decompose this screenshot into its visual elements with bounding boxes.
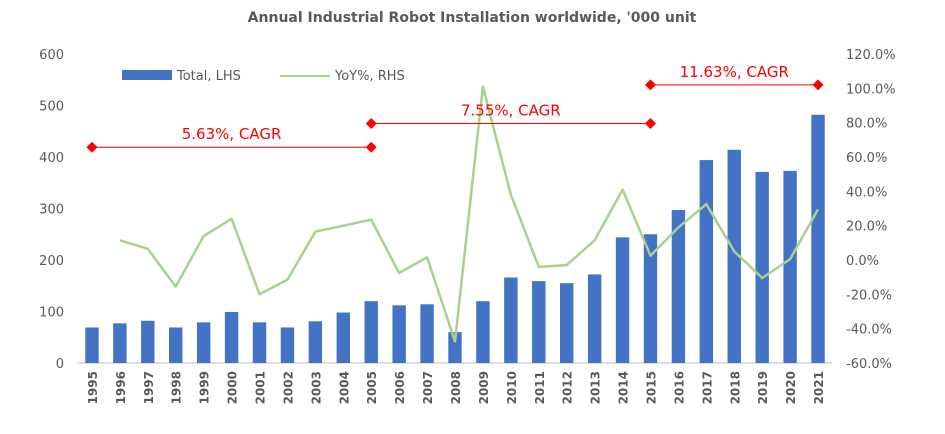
y-left-tick-label: 200 (39, 254, 64, 269)
x-tick-label: 2018 (728, 371, 742, 404)
bar (560, 283, 574, 363)
x-tick-label: 1998 (170, 371, 184, 404)
y-right-tick-label: 100.0% (846, 82, 896, 97)
annotations-group: 5.63%, CAGR 7.55%, CAGR 11.63%, CAGR (86, 63, 824, 153)
bar (643, 234, 658, 363)
y-left-tick-label: 600 (39, 48, 64, 63)
cagr-marker (86, 141, 98, 153)
yoy-line (119, 85, 820, 343)
bar (336, 312, 350, 363)
x-tick-label: 2015 (644, 371, 658, 404)
legend-swatch-bar (122, 70, 172, 80)
x-tick-label: 1995 (86, 371, 100, 404)
bar (141, 320, 155, 363)
x-tick-label: 1999 (198, 371, 212, 404)
axes-group: 0 100 200 300 400 500 600 -60.0% -40.0% -20.0% 0.0… (39, 48, 895, 404)
bar (169, 327, 183, 363)
x-tick-label: 1997 (142, 371, 156, 404)
x-tick-label: 2017 (700, 371, 714, 404)
y-right-tick-label: 80.0% (846, 117, 887, 132)
x-tick-label: 2014 (617, 371, 631, 404)
y-right-tick-label: 20.0% (846, 220, 887, 235)
x-tick-label: 2006 (393, 371, 407, 404)
bar (420, 304, 434, 363)
bar (727, 149, 741, 363)
bar (476, 301, 490, 363)
bar (448, 332, 462, 363)
bar (308, 321, 323, 363)
bar (252, 322, 267, 363)
cagr-label: 11.63%, CAGR (680, 63, 789, 81)
legend: Total, LHS YoY%, RHS (122, 69, 405, 84)
x-tick-label: 2008 (449, 371, 463, 404)
line-group (119, 85, 820, 343)
bar (224, 312, 239, 363)
cagr-marker (644, 79, 656, 91)
bar (587, 274, 602, 363)
x-tick-label: 2016 (672, 371, 686, 404)
bar (504, 277, 518, 363)
cagr-marker (644, 118, 656, 130)
x-tick-label: 2019 (756, 371, 770, 404)
y-left-tick-label: 0 (56, 357, 64, 372)
bar (811, 114, 825, 364)
cagr-label: 7.55%, CAGR (461, 102, 561, 120)
cagr-label: 5.63%, CAGR (182, 125, 282, 143)
y-right-tick-label: 40.0% (846, 185, 887, 200)
bar (755, 171, 769, 363)
y-left-tick-label: 500 (39, 100, 64, 115)
y-right-tick-label: -40.0% (846, 323, 892, 338)
chart-title: Annual Industrial Robot Installation wor… (248, 10, 697, 26)
y-right-tick-label: 60.0% (846, 151, 887, 166)
x-tick-label: 2001 (254, 371, 268, 404)
y-left-tick-label: 300 (39, 203, 64, 218)
cagr-marker (365, 141, 377, 153)
x-tick-label: 2013 (589, 371, 603, 404)
bar (280, 327, 295, 363)
cagr-marker (365, 118, 377, 130)
x-tick-label: 2000 (226, 371, 240, 404)
y-right-tick-label: 0.0% (846, 254, 879, 269)
bar (364, 301, 378, 363)
bar (392, 305, 406, 363)
cagr-marker (812, 79, 824, 91)
x-tick-label: 2003 (309, 371, 323, 404)
x-tick-label: 2002 (281, 371, 295, 404)
y-right-tick-label: -60.0% (846, 357, 892, 372)
x-tick-label: 2004 (337, 371, 351, 404)
x-tick-label: 2007 (421, 371, 435, 404)
bar (783, 170, 797, 363)
bar (85, 327, 99, 363)
x-tick-label: 2011 (533, 371, 547, 404)
y-right-tick-label: 120.0% (846, 48, 896, 63)
bar (615, 237, 630, 363)
x-tick-label: 1996 (114, 371, 128, 404)
x-tick-label: 2009 (477, 371, 491, 404)
bar (671, 210, 686, 363)
x-tick-label: 2021 (812, 371, 826, 404)
y-left-tick-label: 100 (39, 306, 64, 321)
bar (532, 281, 546, 363)
bar (196, 322, 211, 363)
x-tick-label: 2010 (505, 371, 519, 404)
bar (113, 323, 127, 363)
legend-label-line: YoY%, RHS (334, 69, 405, 84)
x-tick-label: 2020 (784, 371, 798, 404)
y-left-tick-label: 400 (39, 151, 64, 166)
bar (699, 160, 714, 363)
legend-label-bar: Total, LHS (176, 69, 241, 84)
bars-group (85, 114, 825, 364)
x-tick-label: 2012 (561, 371, 575, 404)
y-right-tick-label: -20.0% (846, 288, 892, 303)
x-tick-label: 2005 (365, 371, 379, 404)
